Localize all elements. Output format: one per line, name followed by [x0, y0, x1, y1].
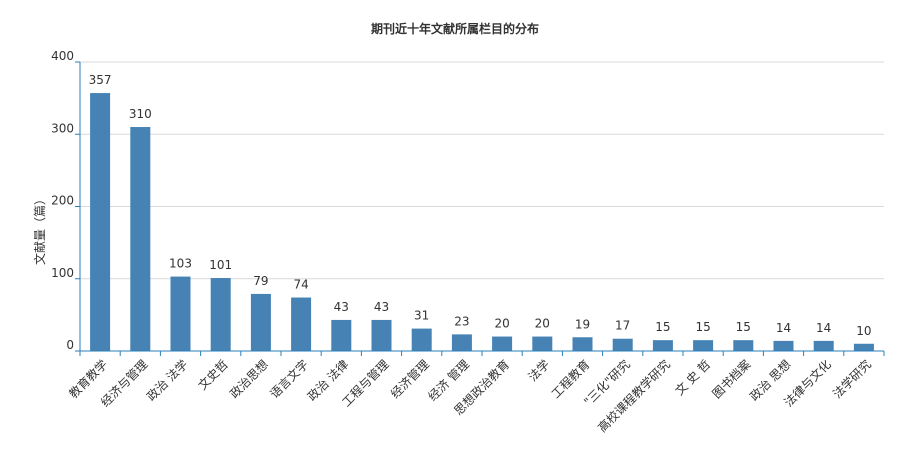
x-tick-label: 政治 法学	[143, 357, 190, 404]
data-label: 357	[89, 73, 112, 87]
bar	[210, 278, 231, 351]
x-tick-label: 高校课程教学研究	[595, 357, 673, 435]
y-tick-label: 0	[66, 338, 74, 352]
bars	[90, 93, 874, 352]
bar	[291, 297, 312, 351]
data-label: 17	[615, 319, 630, 333]
data-label: 101	[209, 258, 232, 272]
chart-title: 期刊近十年文献所属栏目的分布	[371, 21, 539, 36]
data-label: 79	[253, 274, 268, 288]
y-axis-label: 文献量（篇）	[32, 193, 47, 265]
x-tick-label: 文史哲	[195, 357, 231, 393]
data-label: 15	[695, 320, 710, 334]
bar	[813, 340, 834, 351]
x-tick-label: 文 史 哲	[672, 357, 713, 398]
bar	[853, 343, 874, 351]
data-label: 31	[414, 309, 429, 323]
y-tick-label: 200	[51, 194, 74, 208]
bar	[130, 127, 151, 352]
gridlines	[80, 61, 884, 280]
bar	[652, 340, 673, 351]
bar	[411, 328, 432, 351]
data-label: 10	[856, 324, 871, 338]
bar	[331, 319, 352, 351]
y-tick-label: 400	[51, 49, 74, 63]
data-label: 19	[575, 317, 590, 331]
bar	[773, 340, 794, 351]
bar	[250, 293, 271, 351]
data-label: 15	[736, 320, 751, 334]
x-tick-label: 政治思想	[226, 357, 271, 402]
bar	[492, 336, 513, 351]
data-label: 43	[374, 300, 389, 314]
bar	[532, 336, 553, 351]
y-tick-label: 100	[51, 266, 74, 280]
data-label: 23	[454, 314, 469, 328]
x-tick-label: 法学研究	[829, 357, 874, 402]
bar	[170, 276, 191, 351]
data-label: 20	[494, 317, 509, 331]
bar	[371, 319, 392, 351]
data-label: 14	[816, 321, 831, 335]
bar	[693, 340, 714, 351]
bar	[451, 334, 472, 351]
data-label: 74	[293, 278, 308, 292]
data-label: 14	[776, 321, 791, 335]
data-label: 103	[169, 257, 192, 271]
data-label: 310	[129, 107, 152, 121]
data-label: 15	[655, 320, 670, 334]
bar	[612, 338, 633, 351]
data-label: 43	[334, 300, 349, 314]
data-labels: 357 310 103 101 79 74 43 43 31 23 20 20 19 17 15 15 15 14…	[89, 73, 872, 338]
bar	[733, 340, 754, 351]
data-label: 20	[535, 317, 550, 331]
bar	[90, 93, 111, 351]
y-tick-label: 300	[51, 121, 74, 135]
bar	[572, 337, 593, 351]
x-tick-label: 法学	[525, 357, 553, 385]
